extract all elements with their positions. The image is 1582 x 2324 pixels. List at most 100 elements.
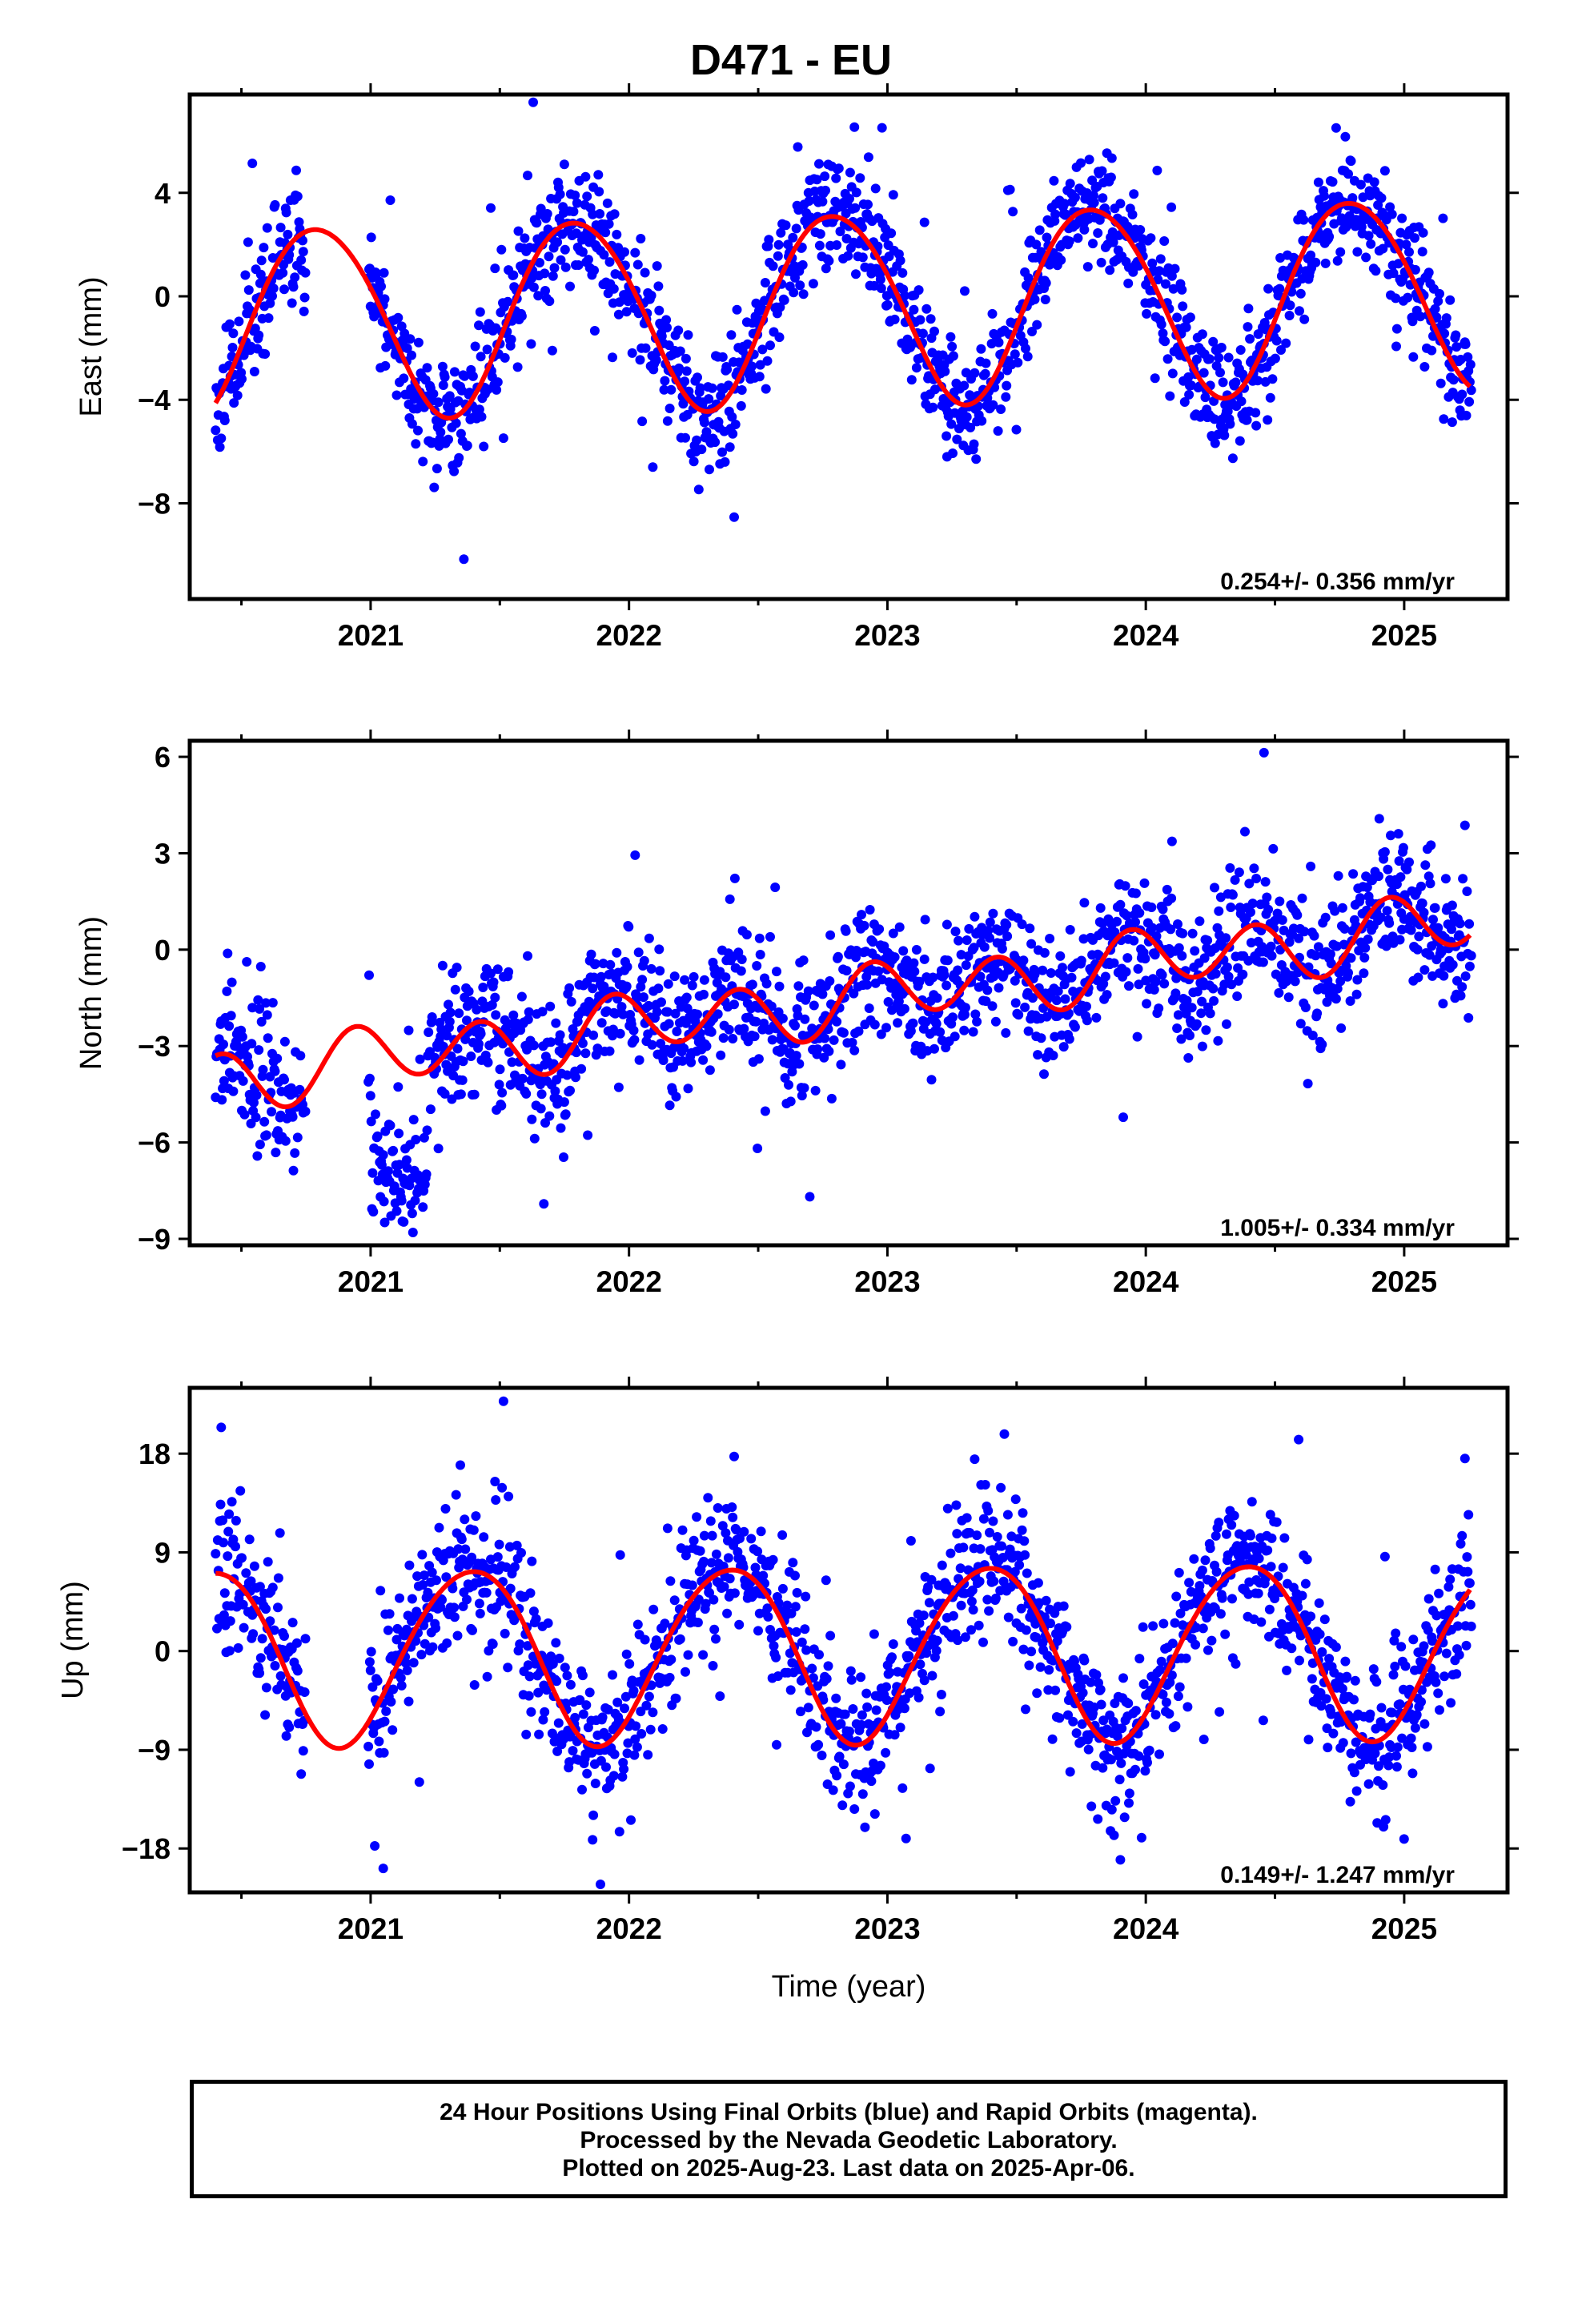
data-point [436,427,446,437]
data-point [1098,1763,1108,1773]
data-point [1419,907,1429,918]
data-point [985,1527,994,1538]
y-tick-label: 0 [155,1635,171,1668]
data-point [982,1594,993,1605]
data-point [1299,215,1309,225]
data-point [1235,436,1245,446]
data-point [705,1065,715,1076]
data-point [841,234,852,243]
x-tick-label: 2024 [1113,619,1179,652]
data-point [1335,247,1346,257]
data-point [1158,1689,1168,1699]
data-point [1345,1796,1355,1807]
data-point [451,1490,461,1500]
data-point [583,255,593,265]
data-point [296,255,307,265]
data-point [663,979,673,989]
data-point [1066,972,1077,983]
data-point [845,1666,856,1676]
data-point [450,984,460,995]
data-point [1447,900,1457,911]
data-point [1026,939,1037,949]
data-point [1267,374,1278,384]
data-point [810,1085,821,1096]
data-point [1245,334,1255,344]
data-point [1058,1601,1069,1611]
data-point [444,391,455,401]
data-point [1391,324,1402,334]
data-point [675,346,685,356]
data-point [391,1634,402,1645]
data-point [1187,928,1198,939]
data-point [568,1746,578,1756]
data-point [857,1719,866,1730]
data-point [970,911,980,922]
data-point [960,286,970,296]
data-point [658,1055,669,1065]
data-point [813,1044,823,1055]
data-point [889,314,900,324]
data-point [1150,373,1160,384]
data-point [1021,1625,1031,1635]
data-point [437,361,448,372]
data-point [956,1600,966,1610]
data-point [456,385,467,396]
data-point [249,1561,259,1571]
data-point [552,1746,563,1756]
data-point [513,226,524,236]
data-point [833,163,844,174]
data-point [422,1125,432,1136]
data-point [1205,1543,1215,1554]
data-point [1433,296,1443,307]
data-point [716,1050,726,1060]
data-point [1395,1699,1405,1709]
data-point [536,203,546,214]
data-point [1438,999,1448,1009]
data-point [1270,1594,1280,1603]
data-point [1263,904,1274,915]
data-point [442,1031,452,1041]
data-point [588,1810,599,1820]
data-point [1412,944,1423,955]
data-point [784,1080,793,1090]
data-point [516,991,527,1002]
data-point [1371,266,1381,276]
data-point [444,999,453,1010]
data-point [540,286,550,296]
data-point [821,185,830,195]
data-point [1011,424,1022,435]
data-point [895,1723,905,1733]
data-point [923,1582,934,1592]
data-point [785,1685,796,1695]
data-point [396,1673,406,1683]
data-point [1123,278,1134,288]
data-point [755,360,765,370]
data-point [1243,322,1253,332]
data-point [267,291,277,301]
data-point [1464,961,1475,971]
data-point [1430,304,1440,314]
data-point [814,240,825,251]
data-point [524,1007,534,1017]
data-point [637,416,648,427]
data-point [533,1687,544,1698]
data-point [1115,1855,1126,1865]
data-point [847,1037,857,1047]
data-point [936,1690,946,1699]
data-point [1167,1638,1178,1649]
data-point [1295,1655,1304,1666]
data-point [1018,955,1029,966]
data-point [594,187,604,197]
data-point [1299,314,1310,324]
data-point [707,1530,717,1541]
data-point [279,1631,289,1641]
data-point [679,1043,689,1054]
data-point [225,1616,235,1626]
data-point [1086,1677,1096,1687]
data-point [1263,283,1274,294]
data-point [1297,1590,1307,1601]
y-tick-label: 18 [139,1437,171,1470]
data-point [1210,883,1219,893]
data-point [760,1106,770,1116]
data-point [577,1671,588,1681]
